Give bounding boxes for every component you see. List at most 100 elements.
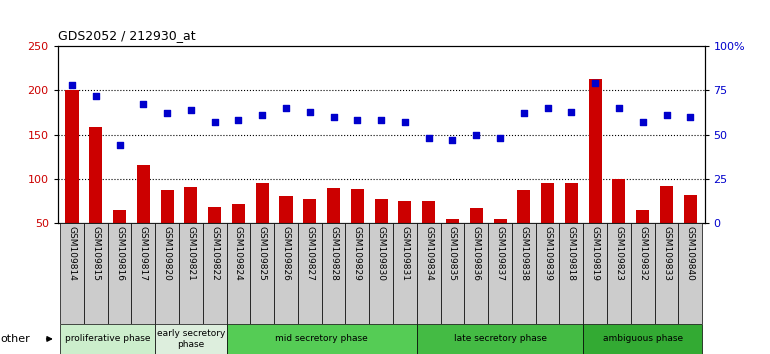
Bar — [636, 210, 649, 223]
Point — [565, 109, 578, 114]
Bar — [280, 196, 293, 223]
FancyBboxPatch shape — [226, 223, 250, 324]
Text: GSM109820: GSM109820 — [162, 226, 172, 281]
Bar — [375, 199, 387, 223]
FancyBboxPatch shape — [226, 324, 417, 354]
FancyBboxPatch shape — [250, 223, 274, 324]
FancyBboxPatch shape — [536, 223, 560, 324]
FancyBboxPatch shape — [654, 223, 678, 324]
Point — [637, 119, 649, 125]
Point — [470, 132, 483, 137]
FancyBboxPatch shape — [678, 223, 702, 324]
Bar — [565, 183, 578, 223]
FancyBboxPatch shape — [512, 223, 536, 324]
Text: GDS2052 / 212930_at: GDS2052 / 212930_at — [58, 29, 196, 42]
Point — [280, 105, 292, 111]
Point — [161, 110, 173, 116]
FancyBboxPatch shape — [274, 223, 298, 324]
Text: GSM109830: GSM109830 — [377, 226, 386, 281]
Text: GSM109827: GSM109827 — [306, 226, 314, 281]
Text: early secretory
phase: early secretory phase — [157, 329, 225, 349]
Bar — [541, 183, 554, 223]
Point — [137, 102, 149, 107]
Bar — [327, 188, 340, 223]
Point — [209, 119, 221, 125]
Bar — [684, 195, 697, 223]
Bar — [89, 127, 102, 223]
Text: GSM109835: GSM109835 — [448, 226, 457, 281]
Text: GSM109829: GSM109829 — [353, 226, 362, 281]
Bar — [256, 183, 269, 223]
FancyBboxPatch shape — [417, 324, 584, 354]
Text: GSM109840: GSM109840 — [686, 226, 695, 281]
FancyBboxPatch shape — [560, 223, 584, 324]
Text: GSM109837: GSM109837 — [496, 226, 504, 281]
Bar — [446, 218, 459, 223]
Point — [661, 112, 673, 118]
FancyBboxPatch shape — [584, 324, 702, 354]
Text: GSM109839: GSM109839 — [543, 226, 552, 281]
Bar — [303, 199, 316, 223]
Text: GSM109814: GSM109814 — [68, 226, 76, 281]
Point — [613, 105, 625, 111]
Text: GSM109832: GSM109832 — [638, 226, 648, 281]
Point — [399, 119, 411, 125]
Point — [256, 112, 269, 118]
Bar — [113, 210, 126, 223]
Text: mid secretory phase: mid secretory phase — [276, 335, 368, 343]
Bar — [208, 207, 221, 223]
Text: GSM109828: GSM109828 — [329, 226, 338, 281]
Text: GSM109815: GSM109815 — [92, 226, 100, 281]
Bar — [422, 201, 435, 223]
Bar — [517, 190, 531, 223]
Text: GSM109823: GSM109823 — [614, 226, 624, 281]
Bar — [660, 186, 673, 223]
FancyBboxPatch shape — [607, 223, 631, 324]
FancyBboxPatch shape — [370, 223, 393, 324]
Text: ambiguous phase: ambiguous phase — [603, 335, 683, 343]
Text: proliferative phase: proliferative phase — [65, 335, 150, 343]
Text: GSM109831: GSM109831 — [400, 226, 410, 281]
Point — [423, 135, 435, 141]
FancyBboxPatch shape — [84, 223, 108, 324]
Text: GSM109819: GSM109819 — [591, 226, 600, 281]
Text: GSM109825: GSM109825 — [258, 226, 266, 281]
Text: GSM109821: GSM109821 — [186, 226, 196, 281]
FancyBboxPatch shape — [464, 223, 488, 324]
FancyBboxPatch shape — [322, 223, 346, 324]
Point — [589, 80, 601, 86]
Text: GSM109824: GSM109824 — [234, 226, 243, 281]
Point — [113, 142, 126, 148]
FancyBboxPatch shape — [440, 223, 464, 324]
Point — [66, 82, 79, 88]
Point — [494, 135, 506, 141]
FancyBboxPatch shape — [156, 223, 179, 324]
Bar — [232, 204, 245, 223]
Point — [375, 118, 387, 123]
Text: GSM109838: GSM109838 — [519, 226, 528, 281]
FancyBboxPatch shape — [631, 223, 654, 324]
FancyBboxPatch shape — [60, 324, 156, 354]
Text: late secretory phase: late secretory phase — [454, 335, 547, 343]
Point — [351, 118, 363, 123]
Point — [327, 114, 340, 120]
FancyBboxPatch shape — [156, 324, 226, 354]
Text: GSM109836: GSM109836 — [472, 226, 480, 281]
Bar — [65, 90, 79, 223]
FancyBboxPatch shape — [203, 223, 226, 324]
Text: other: other — [0, 334, 30, 344]
Text: GSM109816: GSM109816 — [115, 226, 124, 281]
Text: GSM109817: GSM109817 — [139, 226, 148, 281]
Bar — [137, 166, 150, 223]
Point — [517, 110, 530, 116]
FancyBboxPatch shape — [132, 223, 156, 324]
Point — [233, 118, 245, 123]
Bar — [184, 187, 197, 223]
Text: GSM109822: GSM109822 — [210, 226, 219, 281]
Point — [89, 93, 102, 98]
Point — [684, 114, 696, 120]
Point — [185, 107, 197, 113]
Text: GSM109834: GSM109834 — [424, 226, 434, 281]
FancyBboxPatch shape — [108, 223, 132, 324]
FancyBboxPatch shape — [393, 223, 417, 324]
